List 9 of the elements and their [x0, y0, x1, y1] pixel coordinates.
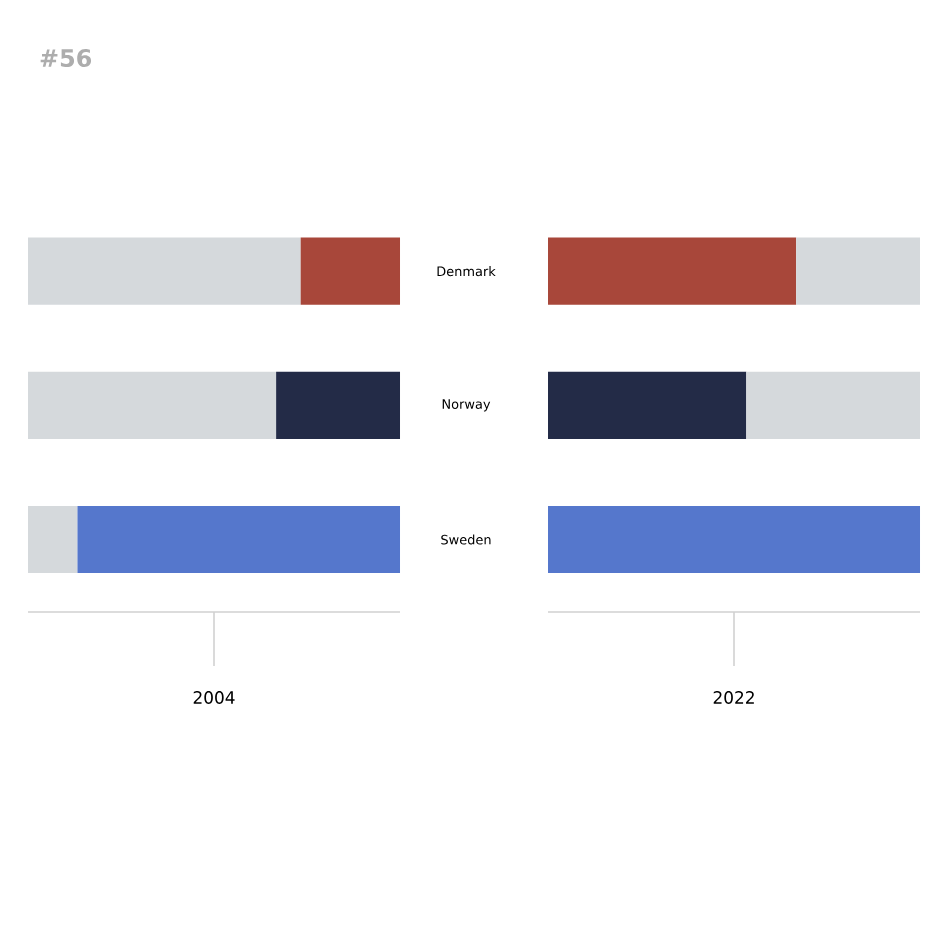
bar	[28, 505, 78, 574]
bar	[28, 237, 301, 305]
bar	[276, 371, 401, 439]
x-axis-title: 2004	[193, 691, 235, 704]
bar	[300, 237, 401, 305]
chart-title: #56	[40, 48, 92, 68]
bar	[77, 505, 401, 574]
bar	[28, 371, 277, 439]
x-axis-title: 2022	[713, 691, 754, 704]
